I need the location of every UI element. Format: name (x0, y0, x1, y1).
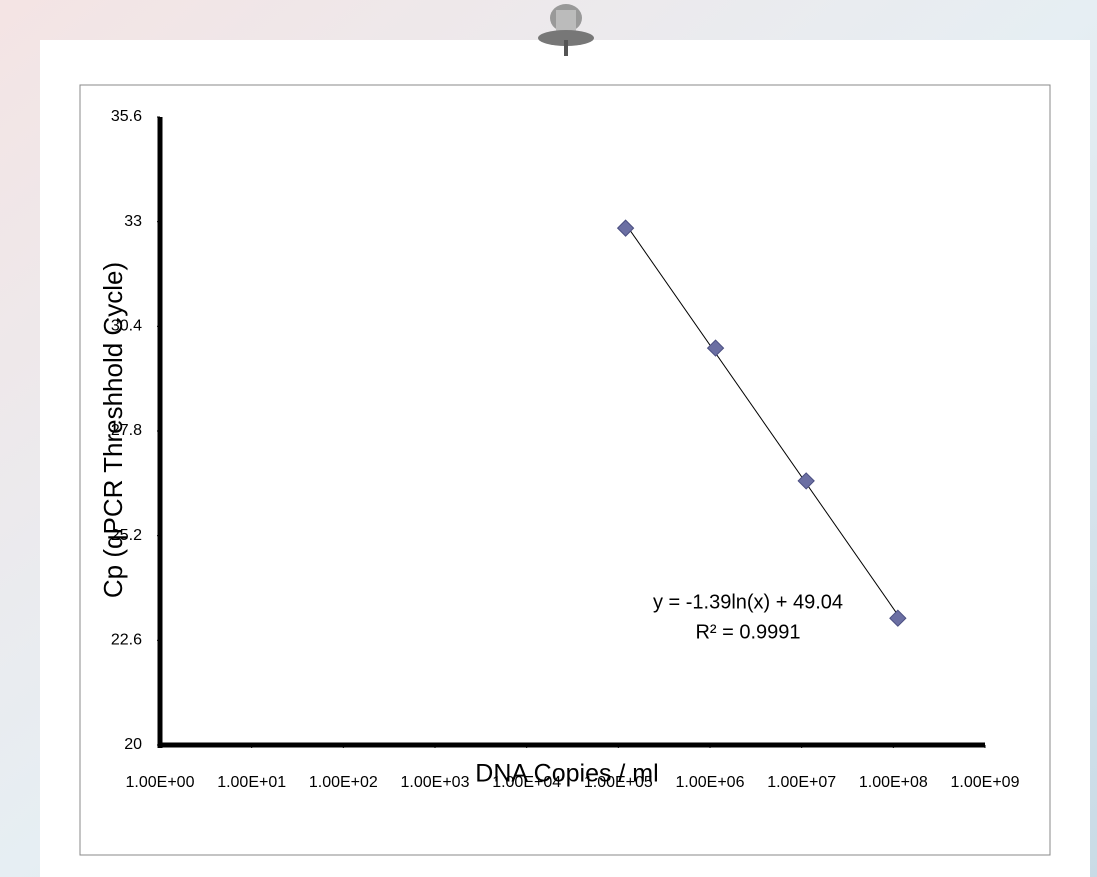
trend-r2: R² = 0.9991 (695, 621, 800, 643)
data-point (797, 472, 815, 490)
y-tick-label: 30.4 (111, 318, 142, 335)
y-tick-label: 20 (124, 736, 142, 753)
x-tick-label: 1.00E+00 (126, 774, 195, 791)
x-tick-label: 1.00E+02 (309, 774, 378, 791)
pushpin (538, 4, 594, 56)
x-tick-label: 1.00E+09 (951, 774, 1020, 791)
data-point (889, 609, 907, 627)
x-tick-label: 1.00E+08 (859, 774, 928, 791)
x-tick-label: 1.00E+04 (492, 774, 561, 791)
data-point (616, 219, 635, 237)
card (40, 40, 1090, 877)
data-point (706, 339, 725, 357)
y-tick-label: 27.8 (111, 422, 142, 439)
y-tick-label: 25.2 (111, 527, 142, 544)
x-tick-label: 1.00E+03 (401, 774, 470, 791)
y-tick-label: 22.6 (111, 632, 142, 649)
x-tick-label: 1.00E+01 (217, 774, 286, 791)
x-tick-label: 1.00E+06 (676, 774, 745, 791)
x-tick-label: 1.00E+07 (767, 774, 836, 791)
y-axis-label: Cp (qPCR Threshhold Cycle) (98, 262, 128, 598)
x-tick-label: 1.00E+05 (584, 774, 653, 791)
trendline (625, 223, 899, 616)
x-axis-label: DNA Copies / ml (475, 760, 658, 788)
y-tick-label: 35.6 (111, 108, 142, 125)
chart-frame (79, 84, 1051, 856)
y-tick-label: 33 (124, 213, 142, 230)
trend-equation: y = -1.39ln(x) + 49.04 (653, 591, 843, 613)
